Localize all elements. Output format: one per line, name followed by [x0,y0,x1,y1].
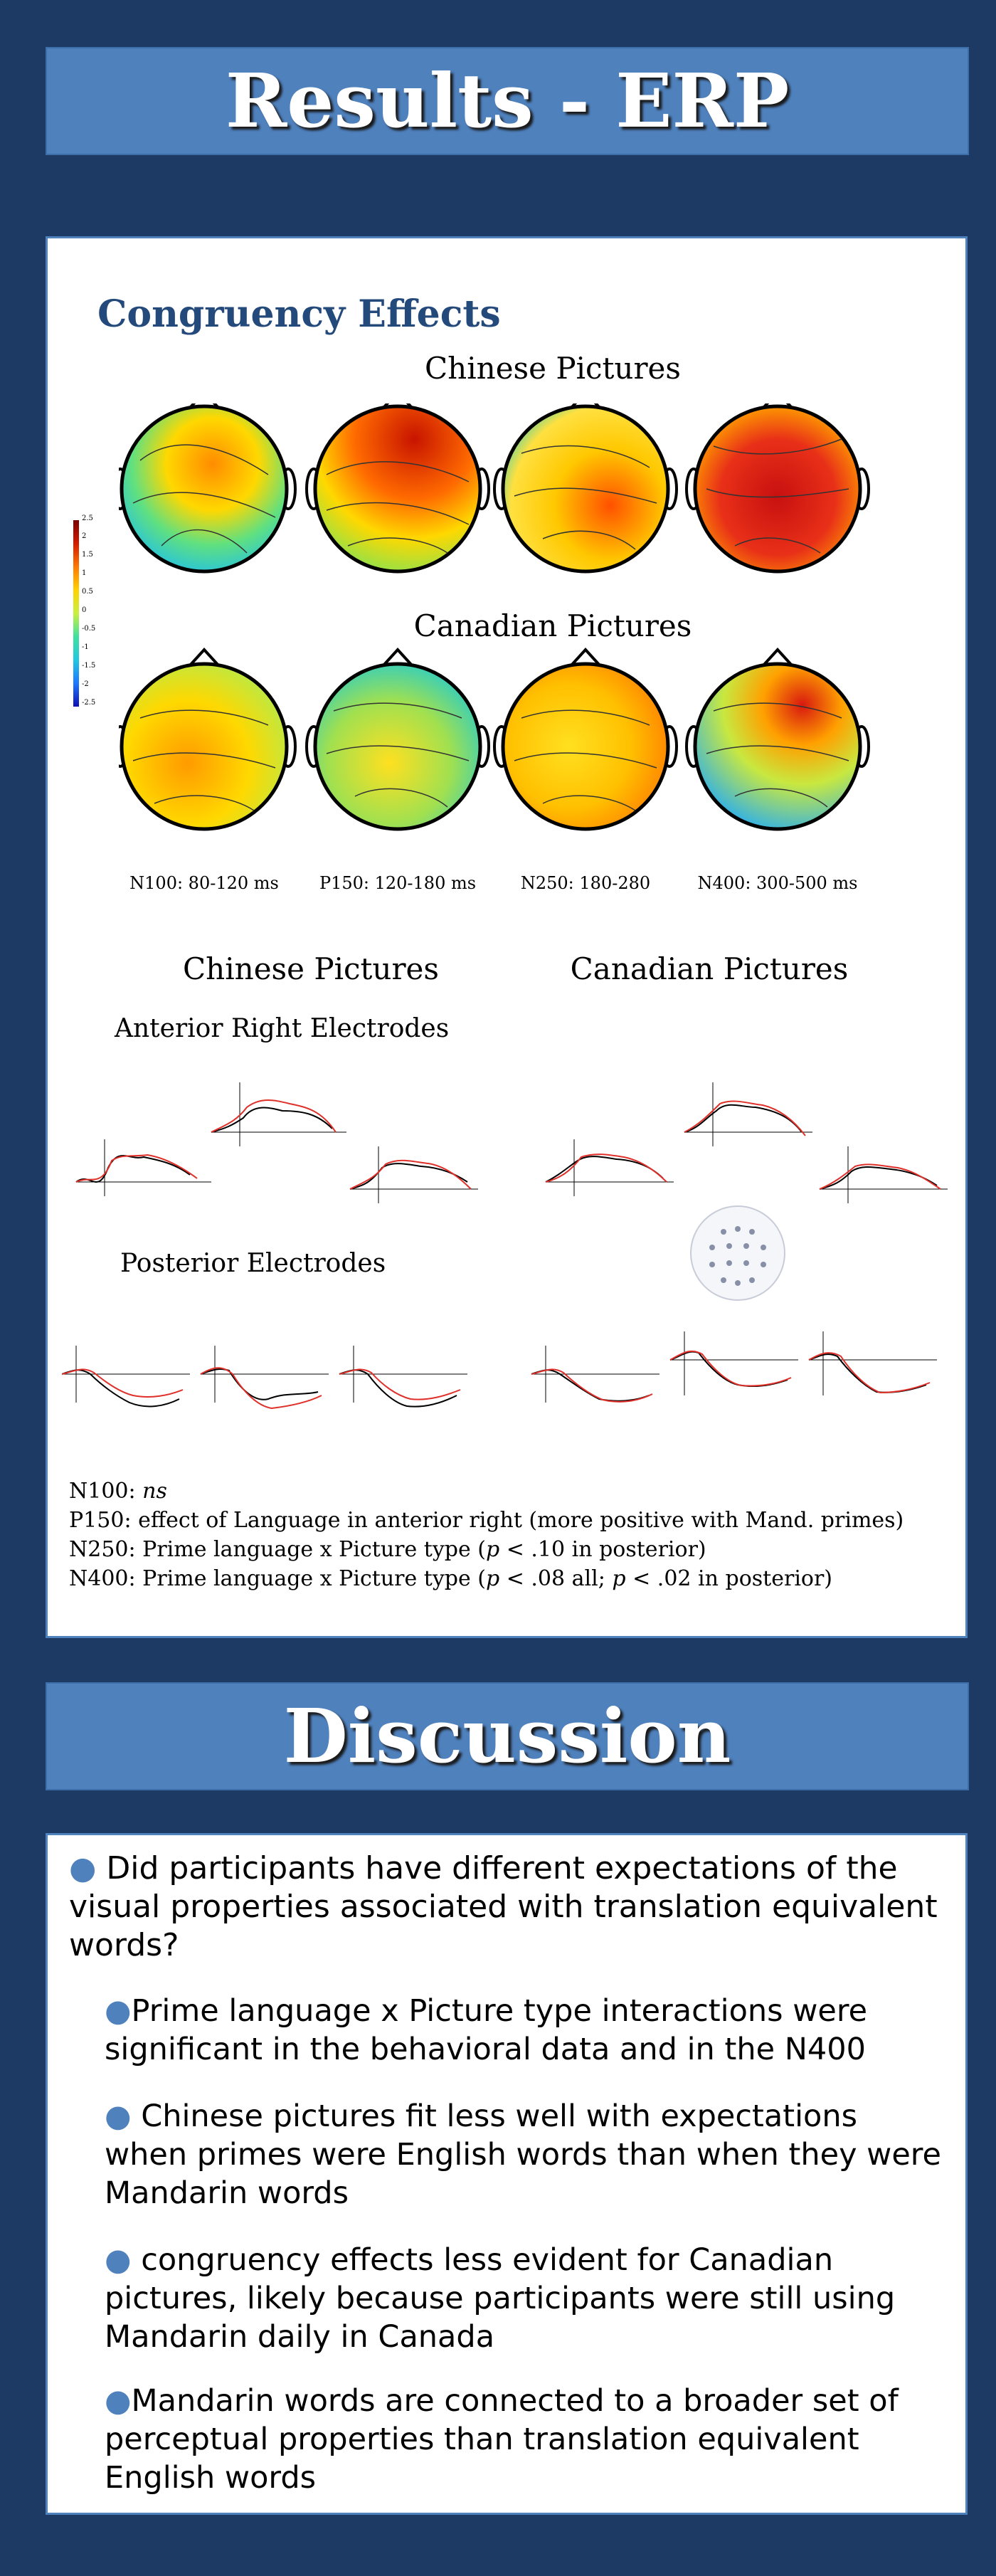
waveform-plot [669,1331,798,1395]
topo-map [305,648,490,831]
waveform-plot [349,1146,478,1203]
point-text: Prime language x Picture type interactio… [105,1993,868,2067]
waveform-canadian-label: Canadian Pictures [570,951,849,986]
congruency-effects-heading: Congruency Effects [97,292,501,336]
time-window-label: N100: 80-120 ms [129,873,279,893]
colorbar-tick: -1 [82,643,89,651]
bullet-icon: ● [105,2383,132,2419]
n400-text: < .02 in posterior) [625,1566,833,1591]
time-window-label: N250: 180-280 [520,873,651,893]
n250-text: N250: Prime language x Picture type ( [69,1537,486,1562]
colorbar-tick: -1.5 [82,662,96,670]
point-text: Mandarin words are connected to a broade… [105,2383,899,2496]
colorbar-tick: 1.5 [82,551,93,559]
waveform-plot [211,1082,346,1146]
bullet-icon: ● [105,2242,132,2278]
waveform-plot [75,1139,211,1196]
waveform-plot [545,1139,674,1196]
topo-map [685,648,870,831]
topo-map [119,648,297,831]
chinese-pictures-label: Chinese Pictures [425,351,681,386]
waveform-plot [339,1346,467,1408]
summary-n100: N100: ns [69,1477,951,1506]
waveform-plot [819,1146,948,1203]
summary-p150: P150: effect of Language in anterior rig… [69,1508,904,1533]
colorbar-tick: 2 [82,532,87,540]
n400-p: p [612,1566,626,1591]
time-window-label: N400: 300-500 ms [697,873,858,893]
time-window-label: P150: 120-180 ms [319,873,477,893]
n400-text: < .08 all; [499,1566,613,1591]
discussion-point: ● congruency effects less evident for Ca… [105,2241,944,2356]
discussion-question: ● Did participants have different expect… [69,1849,944,1965]
colorbar-ticks: 2.5 2 1.5 1 0.5 0 -0.5 -1 -1.5 -2 -2.5 [82,514,110,714]
point-text: Chinese pictures fit less well with expe… [105,2099,941,2211]
topo-map [305,403,490,574]
discussion-point: ●Prime language x Picture type interacti… [105,1992,944,2069]
discussion-panel: ● Did participants have different expect… [46,1833,968,2515]
bullet-icon: ● [69,1850,97,1886]
n250-p: p [485,1537,500,1562]
colorbar-tick: 2.5 [82,514,93,522]
discussion-title: Discussion [46,1682,969,1790]
summary-n400: N400: Prime language x Picture type (p <… [69,1564,951,1593]
waveform-plot [200,1346,329,1410]
n400-text: N400: Prime language x Picture type ( [69,1566,486,1591]
waveform-plot [684,1082,812,1146]
waveform-plot [531,1346,659,1403]
question-text: Did participants have different expectat… [69,1850,938,1963]
colorbar-tick: -2 [82,680,89,688]
n250-text: < .10 in posterior) [499,1537,706,1562]
discussion-point: ● Chinese pictures fit less well with ex… [105,2097,944,2212]
colorbar-tick: -2.5 [82,699,96,707]
colorbar-tick: 0 [82,606,87,614]
topo-maps [119,403,870,831]
n100-prefix: N100: [69,1479,143,1504]
point-text: congruency effects less evident for Cana… [105,2242,896,2355]
bullet-icon: ● [105,2099,132,2134]
anterior-right-label: Anterior Right Electrodes [115,1014,450,1043]
topo-map [119,403,297,574]
colorbar-tick: 1 [82,569,87,577]
waveform-plot [62,1346,190,1408]
results-erp-title: Results - ERP [46,47,969,155]
discussion-point: ●Mandarin words are connected to a broad… [105,2382,944,2497]
results-erp-panel: Congruency Effects Chinese Pictures Cana… [46,236,968,1638]
topo-map [493,648,678,831]
n100-ns: ns [142,1479,167,1504]
topo-map [685,403,870,574]
topo-map [493,403,678,574]
colorbar-tick: -0.5 [82,625,96,633]
posterior-label: Posterior Electrodes [120,1249,386,1278]
electrode-montage [690,1205,785,1301]
n400-p: p [485,1566,500,1591]
canadian-pictures-label: Canadian Pictures [413,608,692,643]
waveform-chinese-label: Chinese Pictures [183,951,439,986]
erp-waveforms [62,1082,948,1410]
bullet-icon: ● [105,1993,132,2029]
colorbar-tick: 0.5 [82,588,93,596]
waveform-plot [808,1331,937,1395]
colorbar [73,520,79,707]
erp-summary: N100: ns P150: effect of Language in ant… [69,1477,951,1593]
summary-n250: N250: Prime language x Picture type (p <… [69,1535,951,1564]
